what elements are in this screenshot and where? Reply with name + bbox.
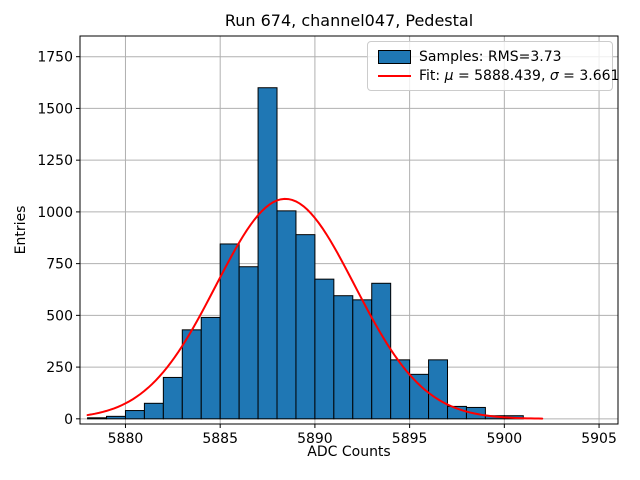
y-axis-label: Entries (13, 205, 29, 255)
y-tick-label: 1750 (37, 50, 73, 66)
histogram-bar (295, 234, 316, 420)
legend-fit-sigma-value: = 3.661 (558, 67, 620, 84)
y-tick-label: 500 (46, 308, 73, 324)
x-axis-label: ADC Counts (307, 444, 391, 460)
histogram-bar (409, 373, 430, 420)
histogram-bar (238, 266, 259, 420)
x-tick-label: 5880 (108, 431, 144, 447)
y-tick-label: 1250 (37, 153, 73, 169)
histogram-bar (314, 278, 335, 420)
x-tick-label: 5900 (487, 431, 523, 447)
legend-item-samples: Samples: RMS=3.73 (378, 47, 604, 66)
histogram-bar (124, 410, 145, 420)
histogram-bar (87, 417, 108, 420)
y-tick-label: 750 (46, 257, 73, 273)
legend-fit-mu-value: = 5888.439, (453, 67, 550, 84)
histogram-bar (428, 359, 449, 420)
legend-item-fit: Fit: μ = 5888.439, σ = 3.661 (378, 66, 619, 85)
histogram-bar (200, 316, 221, 420)
histogram-bar (143, 402, 164, 420)
histogram-bar (333, 295, 354, 420)
plot-spine (79, 35, 619, 425)
histogram-bar (371, 282, 392, 420)
x-tick-label: 5905 (581, 431, 617, 447)
y-tick-label: 1000 (37, 205, 73, 221)
histogram-bar (390, 359, 411, 420)
legend-fit-sigma-symbol: σ (549, 67, 559, 84)
histogram-bar (162, 376, 183, 420)
histogram-bar (106, 415, 126, 420)
legend-fit-label: Fit: μ = 5888.439, σ = 3.661 (419, 68, 619, 84)
y-tick-label: 250 (46, 360, 73, 376)
x-tick-label: 5885 (202, 431, 238, 447)
x-tick-label: 5890 (297, 431, 333, 447)
legend-fit-prefix: Fit: (419, 67, 445, 84)
legend-box: Samples: RMS=3.73 Fit: μ = 5888.439, σ =… (367, 41, 619, 91)
histogram-bar (276, 210, 297, 420)
fit-curve (86, 197, 544, 420)
chart-title: Run 674, channel047, Pedestal (224, 11, 474, 30)
histogram-bar (257, 87, 278, 420)
x-tick-label: 5895 (392, 431, 428, 447)
histogram-bar (352, 299, 373, 420)
legend-samples-label: Samples: RMS=3.73 (419, 48, 562, 65)
y-tick-label: 0 (64, 412, 73, 428)
histogram-swatch-icon (378, 49, 411, 64)
legend-fit-mu-symbol: μ (444, 67, 454, 84)
fit-line-swatch-icon (378, 74, 411, 77)
y-tick-label: 1500 (37, 101, 73, 117)
